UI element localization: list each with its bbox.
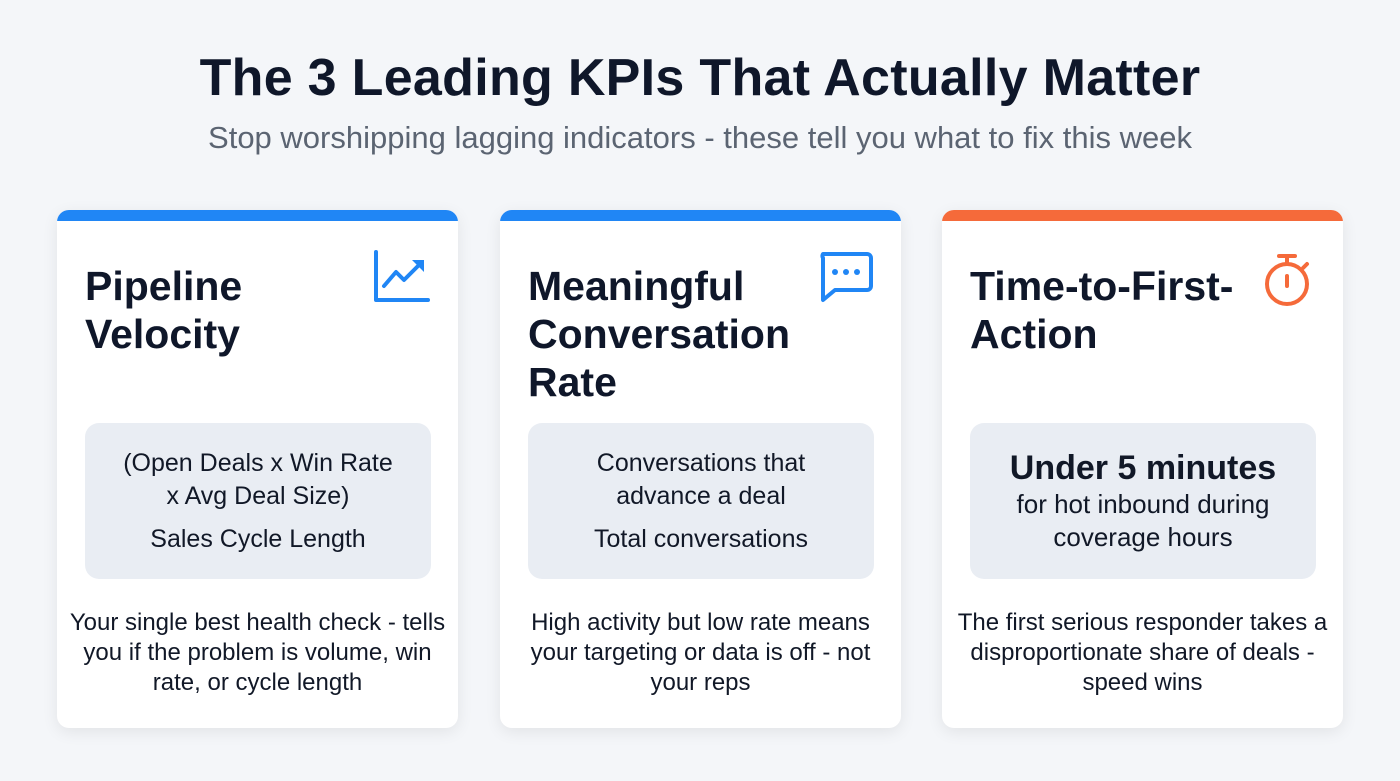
kpi-card-pipeline-velocity: Pipeline Velocity (Open Deals x Win Rate…: [57, 210, 458, 728]
card-title: Meaningful Conversation Rate: [528, 263, 790, 405]
card-accent-bar: [500, 210, 901, 221]
card-title: Time-to-First-Action: [970, 263, 1234, 357]
kpi-card-time-to-first-action: Time-to-First-Action Under 5 minutes for…: [942, 210, 1343, 728]
formula-numerator-line2: advance a deal: [616, 481, 786, 510]
formula-numerator-line2: x Avg Deal Size): [166, 481, 350, 510]
chat-bubble-icon: [820, 252, 873, 302]
page-title: The 3 Leading KPIs That Actually Matter: [199, 49, 1201, 107]
stopwatch-icon: [1265, 254, 1309, 306]
card-title: Pipeline Velocity: [85, 263, 243, 357]
target-context: for hot inbound during coverage hours: [1016, 489, 1270, 552]
trending-up-chart-icon: [374, 250, 430, 302]
formula-numerator-line1: (Open Deals x Win Rate: [123, 448, 393, 477]
card-accent-bar: [57, 210, 458, 221]
card-accent-bar: [942, 210, 1343, 221]
formula-box: (Open Deals x Win Rate x Avg Deal Size) …: [85, 423, 431, 579]
page-subtitle: Stop worshipping lagging indicators - th…: [208, 120, 1192, 155]
formula-numerator-line1: Conversations that: [596, 448, 806, 477]
target-box: Under 5 minutes for hot inbound during c…: [970, 423, 1316, 579]
formula-box: Conversations that advance a deal Total …: [528, 423, 874, 579]
kpi-card-conversation-rate: Meaningful Conversation Rate Conversatio…: [500, 210, 901, 728]
formula-denominator: Sales Cycle Length: [150, 524, 366, 553]
card-description: Your single best health check - tells yo…: [69, 609, 446, 696]
card-description: The first serious responder takes a disp…: [957, 609, 1328, 696]
card-description: High activity but low rate means your ta…: [530, 609, 871, 696]
formula-denominator: Total conversations: [593, 524, 808, 553]
target-value: Under 5 minutes: [1009, 449, 1277, 487]
